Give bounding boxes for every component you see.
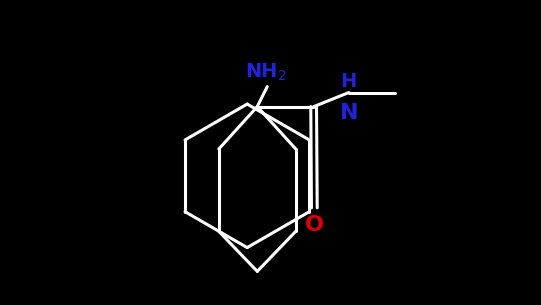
Text: O: O: [305, 215, 324, 235]
Text: H: H: [341, 72, 357, 91]
Text: N: N: [340, 103, 358, 123]
Text: NH$_2$: NH$_2$: [245, 62, 286, 83]
